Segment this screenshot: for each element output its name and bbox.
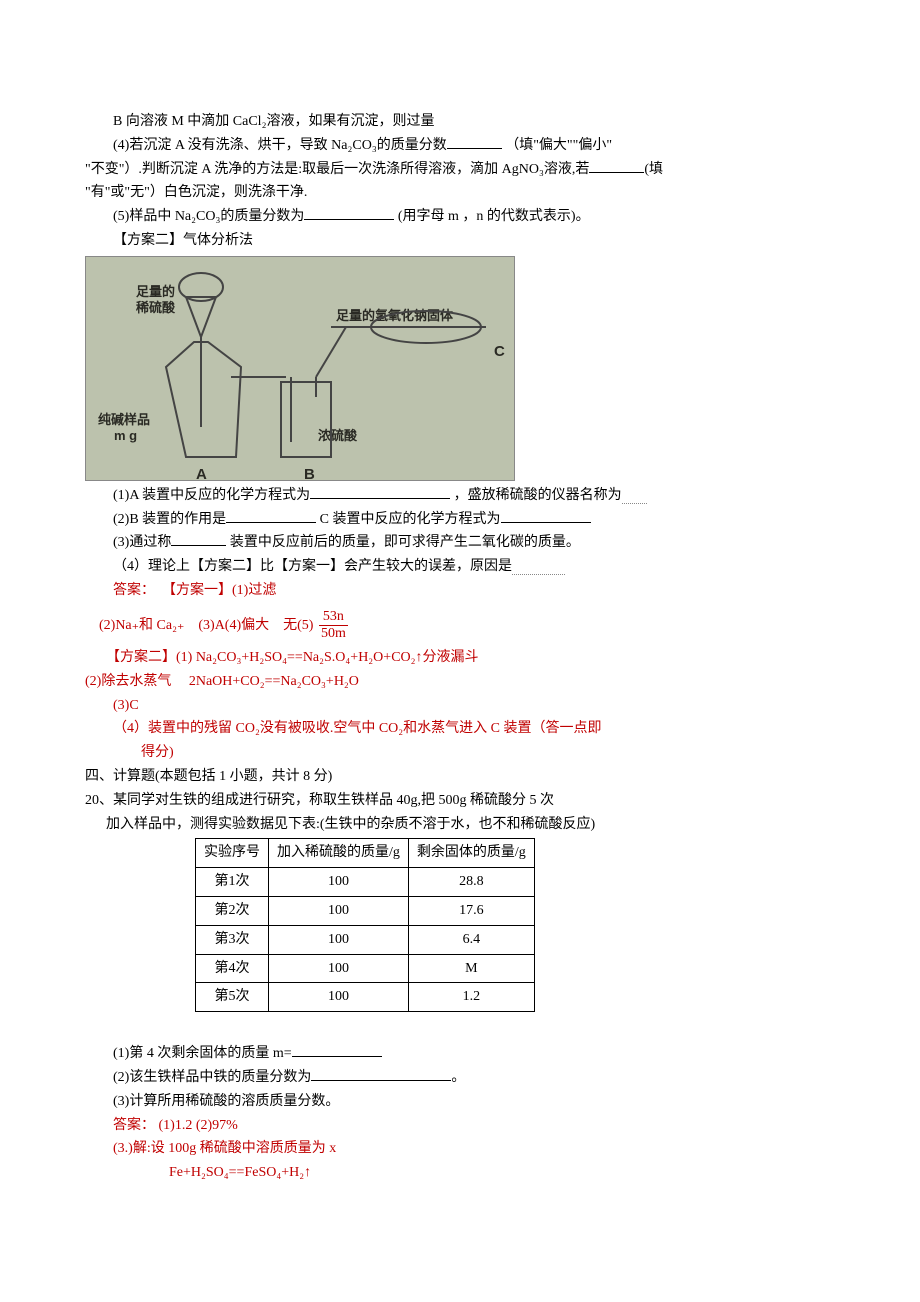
table-header-row: 实验序号 加入稀硫酸的质量/g 剩余固体的质量/g <box>196 839 535 868</box>
experiment-diagram: 足量的 稀硫酸 足量的氢氧化钠固体 纯碱样品 m g 浓硫酸 A B C <box>85 256 515 481</box>
blank-fill <box>589 159 644 173</box>
frac-num: 53n <box>319 609 348 626</box>
q19-ans-p2-3: (3)C <box>113 694 835 718</box>
section4-title: 四、计算题(本题包括 1 小题，共计 8 分) <box>85 765 835 789</box>
table-row: 第1次 100 28.8 <box>196 868 535 897</box>
q19-g3-a: (3)通过称 <box>113 535 171 550</box>
cell: 第3次 <box>196 925 269 954</box>
q19-gas-4: （4）理论上【方案二】比【方案一】会产生较大的误差，原因是 <box>85 555 835 579</box>
q19-ans-p2-2a: (2)除去水蒸气 <box>85 674 171 689</box>
ans-label: 答案： <box>113 1118 155 1133</box>
cell: 17.6 <box>408 896 534 925</box>
q19-ans2-a: (2)Na₊和 Ca₂₊ <box>99 618 184 633</box>
q19-g1-b: ，盛放稀硫酸的仪器名称为 <box>454 488 622 503</box>
q19-p4-a: (4)若沉淀 A 没有洗涤、烘干，导致 Na₂CO₃的质量分数 <box>113 138 447 153</box>
cell: 100 <box>269 896 409 925</box>
q19-g2-a: (2)B 装置的作用是 <box>113 512 226 527</box>
q20-p1: (1)第 4 次剩余固体的质量 m= <box>113 1046 292 1061</box>
spacer <box>85 1014 835 1042</box>
q20-p2: (2)该生铁样品中铁的质量分数为 <box>113 1070 311 1085</box>
table-row: 第5次 100 1.2 <box>196 983 535 1012</box>
ans-label: 答案： <box>113 583 155 598</box>
blank-fill <box>310 485 450 499</box>
table-row: 第3次 100 6.4 <box>196 925 535 954</box>
q20-p2-end: 。 <box>451 1070 465 1085</box>
blank-fill <box>292 1043 382 1057</box>
experiment-data-table: 实验序号 加入稀硫酸的质量/g 剩余固体的质量/g 第1次 100 28.8 第… <box>195 838 535 1012</box>
q20-answer-1: 答案： (1)1.2 (2)97% <box>113 1114 835 1138</box>
blank-fill <box>311 1067 451 1081</box>
q19-answer-line1: 答案： 【方案一】(1)过滤 <box>85 579 835 603</box>
cell: 第2次 <box>196 896 269 925</box>
q19-part4-line2: "不变"）.判断沉淀 A 洗净的方法是:取最后一次洗涤所得溶液，滴加 AgNO₃… <box>85 158 835 182</box>
cell: 6.4 <box>408 925 534 954</box>
q20-part1: (1)第 4 次剩余固体的质量 m= <box>113 1042 835 1066</box>
blank-fill <box>171 532 226 546</box>
q19-g3-b: 装置中反应前后的质量，即可求得产生二氧化碳的质量。 <box>230 535 580 550</box>
q19-ans-p2-1: 【方案二】(1) Na₂CO₃+H₂SO₄==Na₂S.O₄+H₂O+CO₂↑分… <box>106 646 835 670</box>
q19-part4-line3: "有"或"无"）白色沉淀，则洗涤干净. <box>85 181 835 205</box>
q19-gas-2: (2)B 装置的作用是 C 装置中反应的化学方程式为 <box>85 508 835 532</box>
q19-part5: (5)样品中 Na₂CO₃的质量分数为 (用字母 m ，n 的代数式表示)。 <box>85 205 835 229</box>
q20-answer-3a: (3.)解:设 100g 稀硫酸中溶质质量为 x <box>113 1137 835 1161</box>
q19-p4-d: (填 <box>644 162 663 177</box>
cell: 100 <box>269 868 409 897</box>
q19-gas-3: (3)通过称 装置中反应前后的质量，即可求得产生二氧化碳的质量。 <box>85 531 835 555</box>
cell: 100 <box>269 954 409 983</box>
plan2-title: 【方案二】气体分析法 <box>85 229 835 253</box>
q19-line-b: B 向溶液 M 中滴加 CaCl₂溶液，如果有沉淀，则过量 <box>85 110 835 134</box>
apparatus-svg <box>86 257 516 482</box>
q19-p5-b: (用字母 m ，n 的代数式表示)。 <box>398 209 590 224</box>
q20-part3: (3)计算所用稀硫酸的溶质质量分数。 <box>113 1090 835 1114</box>
table-row: 第2次 100 17.6 <box>196 896 535 925</box>
q20-answer-3b: Fe+H₂SO₄==FeSO₄+H₂↑ <box>169 1161 835 1185</box>
q19-p4-b: （填"偏大""偏小" <box>505 138 612 153</box>
q19-g1-a: (1)A 装置中反应的化学方程式为 <box>113 488 310 503</box>
blank-fill <box>304 206 394 220</box>
th-1: 加入稀硫酸的质量/g <box>269 839 409 868</box>
q20-intro1: 20、某同学对生铁的组成进行研究，称取生铁样品 40g,把 500g 稀硫酸分 … <box>85 789 835 813</box>
q19-ans2-c: 无(5) <box>283 618 313 633</box>
q19-ans2-b: (3)A(4)偏大 <box>198 618 269 633</box>
q19-ans-p2-4a: （4）装置中的残留 CO₂没有被吸收.空气中 CO₂和水蒸气进入 C 装置（答一… <box>113 717 835 741</box>
cell: 第1次 <box>196 868 269 897</box>
cell: 100 <box>269 983 409 1012</box>
cell: 第5次 <box>196 983 269 1012</box>
cell: 1.2 <box>408 983 534 1012</box>
blank-fill <box>447 135 502 149</box>
q19-ans1: 【方案一】(1)过滤 <box>162 583 276 598</box>
q20-intro2: 加入样品中，测得实验数据见下表:(生铁中的杂质不溶于水，也不和稀硫酸反应) <box>106 813 835 837</box>
q19-ans-p2-2b: 2NaOH+CO₂==Na₂CO₃+H₂O <box>189 674 359 689</box>
table-row: 第4次 100 M <box>196 954 535 983</box>
frac-den: 50m <box>319 626 348 642</box>
cell: 28.8 <box>408 868 534 897</box>
cell: 第4次 <box>196 954 269 983</box>
blank-fill <box>226 509 316 523</box>
q19-ans-p2-2: (2)除去水蒸气 2NaOH+CO₂==Na₂CO₃+H₂O <box>85 670 835 694</box>
q19-ans-p2-4b: 得分) <box>141 741 835 765</box>
blank-fill-dotted <box>512 559 565 575</box>
q19-part4: (4)若沉淀 A 没有洗涤、烘干，导致 Na₂CO₃的质量分数 （填"偏大""偏… <box>85 134 835 158</box>
th-2: 剩余固体的质量/g <box>408 839 534 868</box>
q19-p5-a: (5)样品中 Na₂CO₃的质量分数为 <box>113 209 304 224</box>
th-0: 实验序号 <box>196 839 269 868</box>
q19-p4-c: "不变"）.判断沉淀 A 洗净的方法是:取最后一次洗涤所得溶液，滴加 AgNO₃… <box>85 162 589 177</box>
fraction: 53n 50m <box>319 609 348 642</box>
cell: M <box>408 954 534 983</box>
q19-g4: （4）理论上【方案二】比【方案一】会产生较大的误差，原因是 <box>113 559 512 574</box>
blank-fill-dotted <box>622 488 647 504</box>
q19-gas-1: (1)A 装置中反应的化学方程式为 ，盛放稀硫酸的仪器名称为 <box>85 484 835 508</box>
q19-g2-b: C 装置中反应的化学方程式为 <box>320 512 501 527</box>
q20-ans1: (1)1.2 (2)97% <box>159 1118 238 1133</box>
cell: 100 <box>269 925 409 954</box>
blank-fill <box>501 509 591 523</box>
q20-part2: (2)该生铁样品中铁的质量分数为 。 <box>113 1066 835 1090</box>
q19-answer-line2: (2)Na₊和 Ca₂₊ (3)A(4)偏大 无(5) 53n 50m <box>85 609 835 642</box>
